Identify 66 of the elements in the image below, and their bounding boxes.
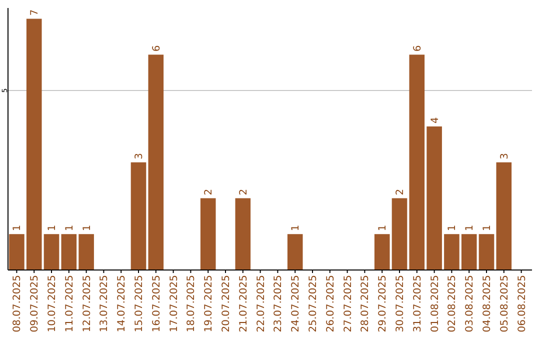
x-tick-label: 14.07.2025 <box>116 275 128 332</box>
x-tick-label: 09.07.2025 <box>30 275 41 332</box>
bar <box>374 234 390 270</box>
x-tick-label: 06.08.2025 <box>516 275 528 332</box>
x-tick-label: 11.07.2025 <box>64 275 76 332</box>
x-tick-label: 23.07.2025 <box>273 275 284 332</box>
x-tick-label: 12.07.2025 <box>82 275 93 332</box>
data-label: 7 <box>30 9 41 16</box>
x-tick-label: 27.07.2025 <box>342 275 354 332</box>
data-label: 1 <box>482 224 493 232</box>
x-tick-label: 26.07.2025 <box>325 275 336 332</box>
data-label: 1 <box>290 224 302 232</box>
bar <box>200 198 216 270</box>
x-tick-label: 31.07.2025 <box>412 275 424 332</box>
bar <box>392 198 408 270</box>
x-tick-label: 20.07.2025 <box>221 275 232 332</box>
bar <box>287 234 303 270</box>
x-tick-label: 24.07.2025 <box>290 275 302 332</box>
data-label: 1 <box>12 224 24 232</box>
bar <box>478 234 494 270</box>
data-label: 2 <box>204 188 215 196</box>
data-label: 3 <box>499 152 510 160</box>
x-tick-label: 21.07.2025 <box>238 275 250 332</box>
data-label: 3 <box>134 152 145 160</box>
x-tick-label: 30.07.2025 <box>395 275 406 332</box>
data-label: 2 <box>238 188 250 196</box>
x-tick-label: 19.07.2025 <box>204 275 215 332</box>
x-tick-label: 10.07.2025 <box>47 275 58 332</box>
x-tick-label: 04.08.2025 <box>482 275 493 332</box>
x-tick-label: 15.07.2025 <box>134 275 145 332</box>
bar <box>9 234 24 270</box>
bar <box>148 54 164 270</box>
x-tick-label: 28.07.2025 <box>360 275 372 332</box>
x-tick-label: 01.08.2025 <box>430 275 441 332</box>
data-label: 6 <box>412 45 424 52</box>
x-tick-label: 29.07.2025 <box>378 275 389 332</box>
data-label: 2 <box>395 188 406 196</box>
x-tick-label: 13.07.2025 <box>99 275 110 332</box>
bar <box>409 54 425 270</box>
data-label: 1 <box>82 224 93 232</box>
x-tick-label: 22.07.2025 <box>256 275 267 332</box>
bar <box>78 234 94 270</box>
x-tick-label: 02.08.2025 <box>447 275 458 332</box>
data-label: 1 <box>378 224 389 232</box>
bar <box>461 234 477 270</box>
data-label: 1 <box>64 224 76 232</box>
bar <box>426 126 442 270</box>
data-label: 6 <box>151 45 162 52</box>
data-label: 1 <box>464 224 476 232</box>
bar <box>444 234 460 270</box>
data-label: 4 <box>430 117 441 124</box>
data-label: 1 <box>447 224 458 232</box>
bar <box>26 18 42 270</box>
x-tick-label: 16.07.2025 <box>151 275 162 332</box>
x-tick-label: 18.07.2025 <box>186 275 198 332</box>
x-tick-label: 05.08.2025 <box>499 275 510 332</box>
data-label: 1 <box>47 224 58 232</box>
bar <box>44 234 60 270</box>
bar <box>496 162 512 270</box>
x-tick-label: 25.07.2025 <box>308 275 319 332</box>
x-tick-label: 17.07.2025 <box>168 275 180 332</box>
bar <box>235 198 251 270</box>
x-tick-label: 03.08.2025 <box>464 275 476 332</box>
x-tick-label: 08.07.2025 <box>12 275 24 332</box>
bar <box>61 234 77 270</box>
bar <box>130 162 146 270</box>
